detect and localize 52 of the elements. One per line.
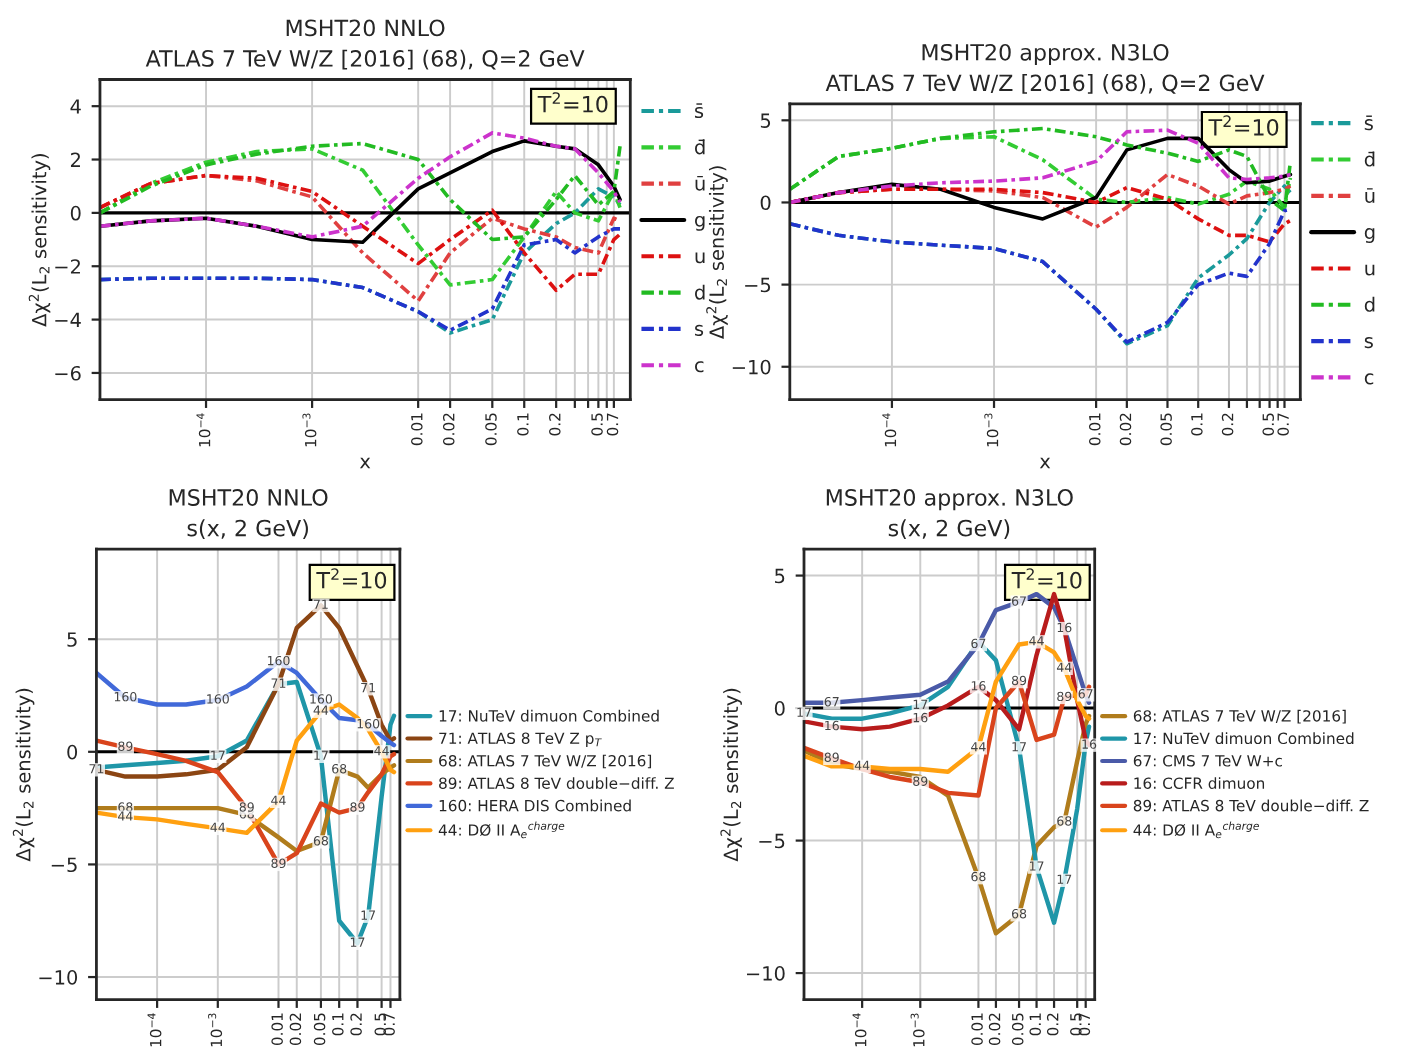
chart-title: MSHT20 approx. N3LO: [826, 489, 1073, 511]
legend-label: ū: [695, 175, 705, 191]
y-axis-title: Δχ$^{2}$(L$_{2}$ sensitivity): [720, 688, 742, 862]
y-axis-title: Δχ$^{2}$(L$_{2}$ sensitivity): [706, 166, 728, 339]
y-tick-label: 5: [775, 568, 785, 584]
chart-subtitle: s(x, 2 GeV): [888, 519, 1010, 540]
y-tick-label: 0: [774, 701, 785, 716]
legend-label: c: [1364, 373, 1374, 385]
annotation: T$^{2}$=10: [316, 568, 387, 589]
y-tick-label: 0: [70, 205, 81, 221]
legend-label: u: [695, 252, 705, 264]
y-tick-label: 0: [67, 744, 78, 760]
annotation: T$^{2}$=10: [1011, 568, 1082, 589]
chart-subtitle: ATLAS 7 TeV W/Z [2016] (68), Q=2 GeV: [825, 74, 1265, 94]
chart-subtitle: s(x, 2 GeV): [187, 519, 308, 540]
legend-label: d̄: [695, 139, 705, 155]
legend-label: g: [695, 215, 705, 231]
chart-subtitle: ATLAS 7 TeV W/Z [2016] (68), Q=2 GeV: [145, 49, 585, 70]
x-axis-title: x: [359, 457, 371, 469]
y-axis-title: Δχ$^{2}$(L$_{2}$ sensitivity): [28, 154, 51, 327]
y-tick-label: −10: [746, 966, 785, 981]
annotation: T$^{2}$=10: [537, 92, 608, 113]
legend-label: ū: [1365, 188, 1375, 203]
y-tick-label: 5: [67, 632, 77, 647]
chart-title: MSHT20 NNLO: [286, 19, 445, 37]
y-tick-label: −5: [51, 857, 77, 873]
y-tick-label: 0: [760, 195, 771, 211]
legend-label: s: [694, 324, 704, 336]
y-tick-label: −5: [745, 277, 771, 293]
y-tick-label: −10: [39, 970, 78, 985]
legend-label: s̄: [1364, 115, 1373, 131]
legend-label: g: [1364, 228, 1375, 243]
legend-label: d: [1364, 296, 1375, 312]
legend-label: u: [1365, 264, 1375, 276]
x-axis-title: x: [1039, 457, 1051, 469]
y-tick-label: −4: [55, 312, 81, 327]
chart-title: MSHT20 approx. N3LO: [922, 43, 1169, 65]
y-tick-label: 2: [70, 152, 80, 167]
legend-label: d: [695, 284, 705, 300]
y-axis-title: Δχ$^{2}$(L$_{2}$ sensitivity): [12, 688, 35, 862]
legend-label: c: [695, 361, 704, 373]
y-tick-label: 5: [760, 113, 771, 128]
legend-label: s: [1364, 337, 1373, 349]
y-tick-label: −2: [55, 259, 80, 274]
y-tick-label: 4: [70, 99, 81, 114]
chart-title: MSHT20 NNLO: [169, 489, 328, 506]
y-tick-label: −6: [55, 365, 81, 381]
y-tick-label: −10: [732, 359, 771, 375]
y-tick-label: −5: [759, 833, 785, 849]
annotation: T$^{2}$=10: [1208, 115, 1279, 136]
legend-label: d̄: [1364, 151, 1375, 167]
legend-label: s̄: [694, 103, 704, 119]
